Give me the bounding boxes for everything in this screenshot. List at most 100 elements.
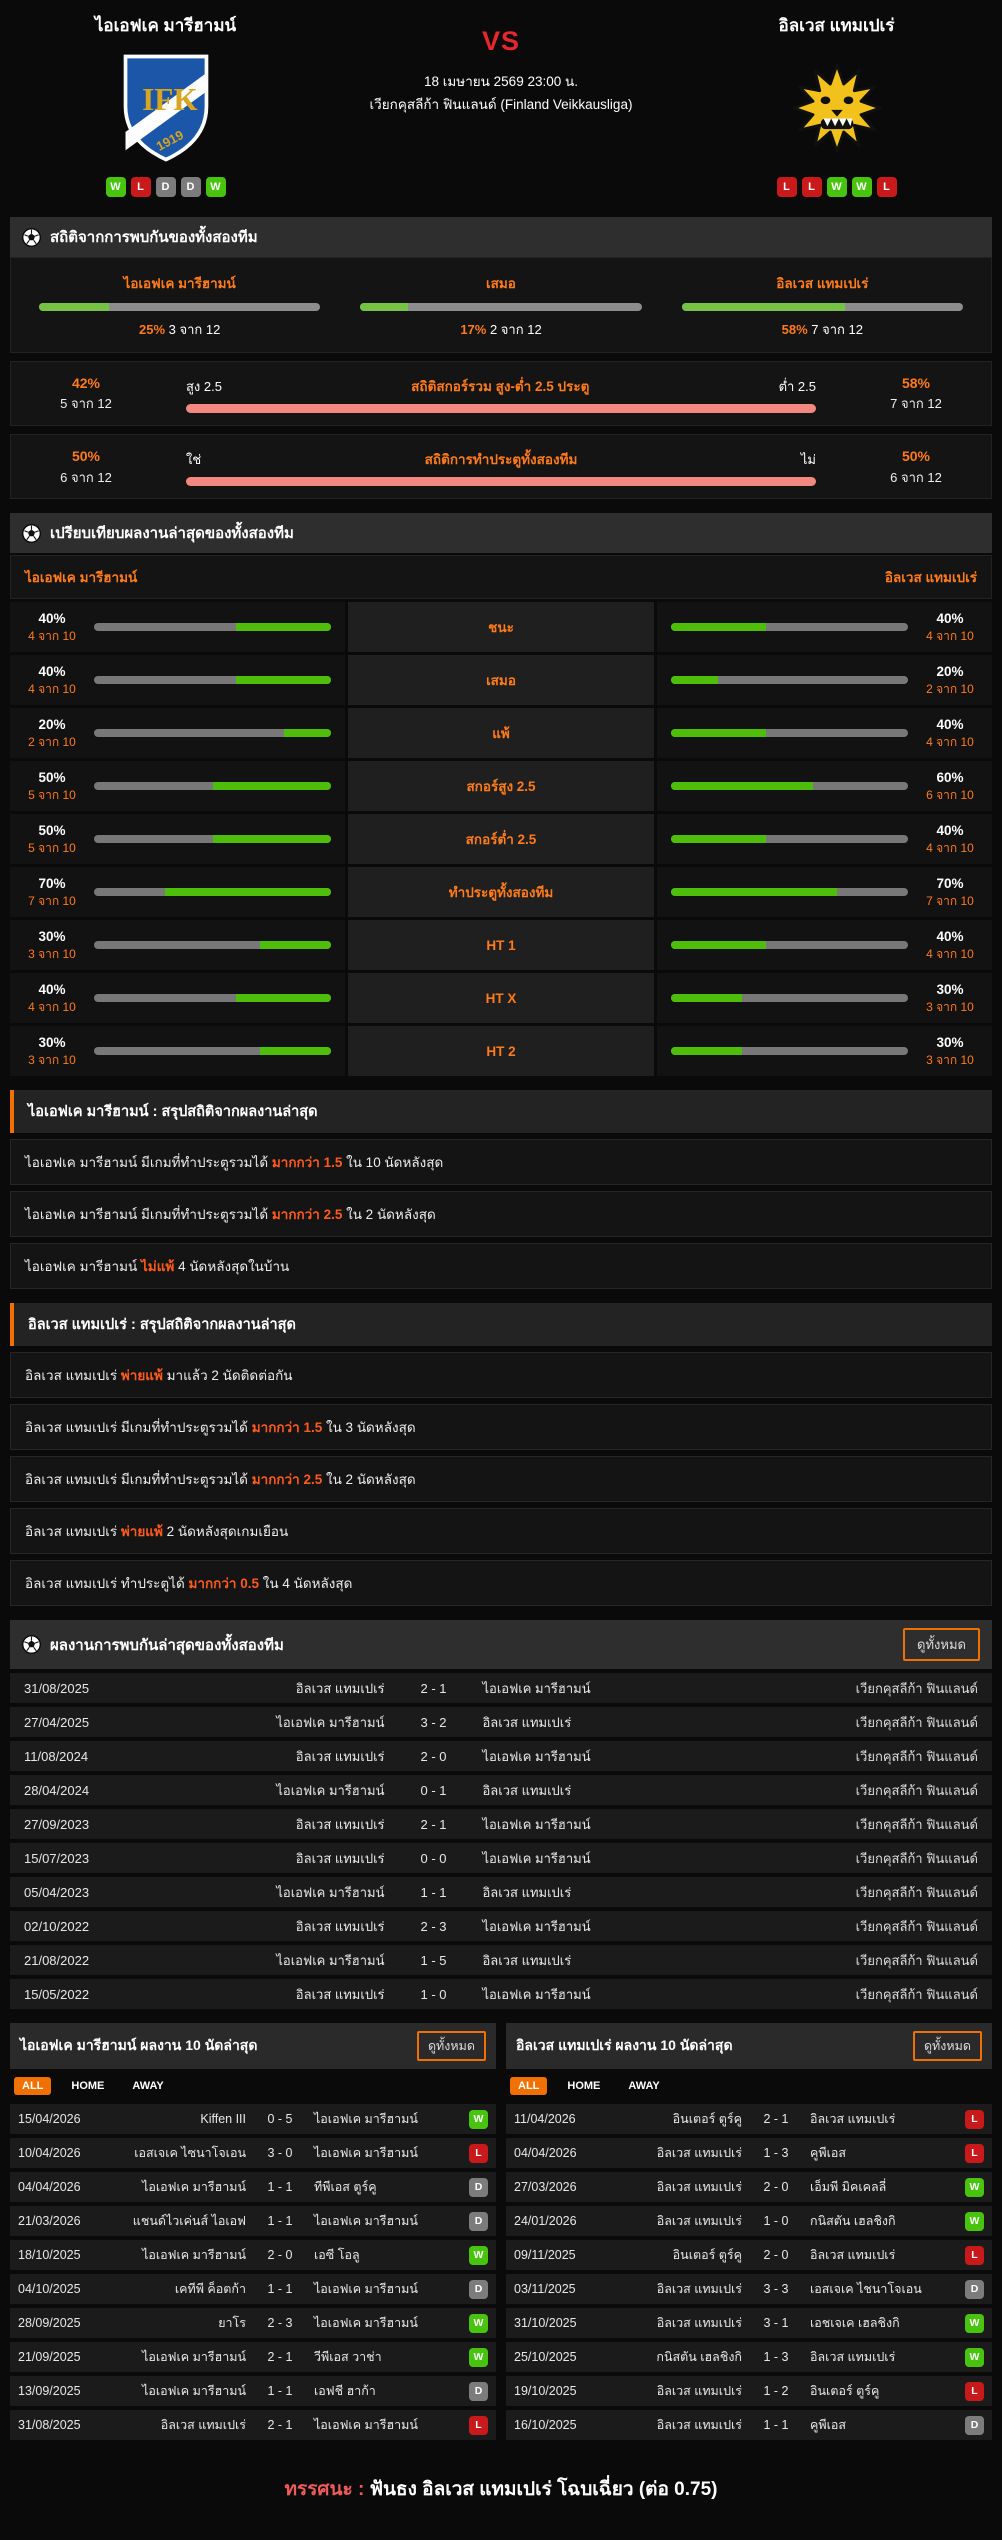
recent-match-row[interactable]: 04/04/2026 ไอเอฟเค มารีฮามน์ 1 - 1 ทีพีเ… xyxy=(10,2172,496,2203)
home-team: อิลเวส แทมเปเร่ xyxy=(295,1816,385,1832)
away-team: อิลเวส แทมเปเร่ xyxy=(482,1714,572,1730)
vs-label: VS xyxy=(481,26,521,56)
recent-match-row[interactable]: 13/09/2025 ไอเอฟเค มารีฮามน์ 1 - 1 เอฟชี… xyxy=(10,2376,496,2407)
match-score: 2 - 0 xyxy=(420,1748,447,1764)
away-team: อิลเวส แทมเปเร่ xyxy=(482,1782,572,1798)
tab-all[interactable]: ALL xyxy=(14,2077,52,2096)
home-team: อิลเวส แทมเปเร่ xyxy=(295,1850,385,1866)
split-bar xyxy=(186,403,816,413)
match-score: 2 - 1 xyxy=(267,2418,293,2433)
recent-match-row[interactable]: 25/10/2025 กนิสตัน เฮลชิงกิ 1 - 3 อิลเวส… xyxy=(506,2342,992,2373)
match-date: 04/10/2025 xyxy=(18,2282,81,2297)
home-panel-tabs: ALL HOME AWAY xyxy=(10,2069,496,2100)
bar-count: 2 จาก 12 xyxy=(489,322,542,337)
match-score: 1 - 3 xyxy=(763,2350,789,2365)
result-badge: L xyxy=(965,2381,984,2401)
match-date: 31/08/2025 xyxy=(18,2418,81,2433)
recent-match-row[interactable]: 21/09/2025 ไอเอฟเค มารีฮามน์ 2 - 1 วีพีเ… xyxy=(10,2342,496,2373)
away-bar xyxy=(671,941,908,950)
tab-all[interactable]: ALL xyxy=(510,2077,548,2096)
away-team: ไอเอฟเค มารีฮามน์ xyxy=(314,2316,418,2331)
recent-match-row[interactable]: 24/01/2026 อิลเวส แทมเปเร่ 1 - 0 กนิสตัน… xyxy=(506,2206,992,2237)
away-team: ไอเอฟเค มารีฮามน์ xyxy=(314,2214,418,2229)
recent-match-row[interactable]: 16/10/2025 อิลเวส แทมเปเร่ 1 - 1 คูพีเอส… xyxy=(506,2410,992,2441)
recent-match-row[interactable]: 04/10/2025 เคทีพี ค็อตก้า 1 - 1 ไอเอฟเค … xyxy=(10,2274,496,2305)
recent-match-row[interactable]: 10/04/2026 เอสเจเค ไซนาโจเอน 3 - 0 ไอเอฟ… xyxy=(10,2138,496,2169)
recent-match-row[interactable]: 31/10/2025 อิลเวส แทมเปเร่ 3 - 1 เอชเจเค… xyxy=(506,2308,992,2339)
match-date: 21/03/2026 xyxy=(18,2214,81,2229)
away-percent: 70% xyxy=(936,876,964,892)
home-bar xyxy=(94,941,331,950)
h2h-result-row[interactable]: 27/09/2023 อิลเวส แทมเปเร่ 2 - 1 ไอเอฟเค… xyxy=(10,1809,992,1840)
away-count: 4 จาก 10 xyxy=(926,947,974,962)
match-score: 1 - 5 xyxy=(420,1952,447,1968)
recent-match-row[interactable]: 27/03/2026 อิลเวส แทมเปเร่ 2 - 0 เอ็มพี … xyxy=(506,2172,992,2203)
highlight-text: มากกว่า 1.5 xyxy=(251,1420,323,1436)
match-league: เวียกคุสลีก้า ฟินแลนด์ (Finland Veikkaus… xyxy=(369,96,633,112)
tab-home[interactable]: HOME xyxy=(567,2080,601,2093)
h2h-result-row[interactable]: 02/10/2022 อิลเวส แทมเปเร่ 2 - 3 ไอเอฟเค… xyxy=(10,1911,992,1942)
recent-match-row[interactable]: 31/08/2025 อิลเวส แทมเปเร่ 2 - 1 ไอเอฟเค… xyxy=(10,2410,496,2441)
home-stat-cell: 40% 4 จาก 10 xyxy=(10,655,345,706)
away-percent: 40% xyxy=(936,929,964,945)
h2h-result-row[interactable]: 31/08/2025 อิลเวส แทมเปเร่ 2 - 1 ไอเอฟเค… xyxy=(10,1673,992,1704)
away-stat-cell: 30% 3 จาก 10 xyxy=(657,1026,992,1077)
away-stat-cell: 40% 4 จาก 10 xyxy=(657,814,992,865)
h2h-result-row[interactable]: 27/04/2025 ไอเอฟเค มารีฮามน์ 3 - 2 อิลเว… xyxy=(10,1707,992,1738)
away-team: คูพีเอส xyxy=(810,2146,847,2161)
match-score: 3 - 1 xyxy=(763,2316,789,2331)
tab-away[interactable]: AWAY xyxy=(132,2080,164,2093)
comparison-row: 30% 3 จาก 10 HT 1 40% 4 จาก 10 xyxy=(10,920,992,971)
home-count: 5 จาก 10 xyxy=(28,788,76,803)
h2h-result-row[interactable]: 15/07/2023 อิลเวส แทมเปเร่ 0 - 0 ไอเอฟเค… xyxy=(10,1843,992,1874)
comparison-row: 40% 4 จาก 10 เสมอ 20% 2 จาก 10 xyxy=(10,655,992,706)
match-date: 18/10/2025 xyxy=(18,2248,81,2263)
recent-match-row[interactable]: 09/11/2025 อินเตอร์ ตูร์คู 2 - 0 อิลเวส … xyxy=(506,2240,992,2271)
view-all-button[interactable]: ดูทั้งหมด xyxy=(416,2031,486,2062)
highlight-text: มากกว่า 2.5 xyxy=(251,1472,323,1488)
match-date: 21/08/2022 xyxy=(24,1952,90,1968)
home-stat-cell: 30% 3 จาก 10 xyxy=(10,920,345,971)
view-all-button[interactable]: ดูทั้งหมด xyxy=(912,2031,982,2062)
tab-home[interactable]: HOME xyxy=(71,2080,105,2093)
home-team: อิลเวส แทมเปเร่ xyxy=(656,2146,742,2161)
away-team: ไอเอฟเค มารีฮามน์ xyxy=(482,1816,591,1832)
home-team: อิลเวส แทมเปเร่ xyxy=(656,2282,742,2297)
home-team: ไอเอฟเค มารีฮามน์ xyxy=(142,2248,246,2263)
home-bar xyxy=(94,676,331,685)
recent-match-row[interactable]: 19/10/2025 อิลเวส แทมเปเร่ 1 - 2 อินเตอร… xyxy=(506,2376,992,2407)
view-all-button[interactable]: ดูทั้งหมด xyxy=(903,1628,980,1662)
home-bar xyxy=(94,994,331,1003)
recent-match-row[interactable]: 28/09/2025 ยาโร 2 - 3 ไอเอฟเค มารีฮามน์ … xyxy=(10,2308,496,2339)
recent-match-row[interactable]: 11/04/2026 อินเตอร์ ตูร์คู 2 - 1 อิลเวส … xyxy=(506,2104,992,2135)
recent-match-row[interactable]: 21/03/2026 แชนด์ไวเค่นส์ ไอเอฟ 1 - 1 ไอเ… xyxy=(10,2206,496,2237)
panel-title: ไอเอฟเค มารีฮามน์ ผลงาน 10 นัดล่าสุด xyxy=(20,2037,258,2054)
comparison-header: เปรียบเทียบผลงานล่าสุดของทั้งสองทีม xyxy=(10,513,992,554)
match-score: 2 - 1 xyxy=(420,1816,447,1832)
recent-match-row[interactable]: 18/10/2025 ไอเอฟเค มารีฮามน์ 2 - 0 เอซี … xyxy=(10,2240,496,2271)
recent-match-row[interactable]: 15/04/2026 Kiffen III 0 - 5 ไอเอฟเค มารี… xyxy=(10,2104,496,2135)
recent-match-row[interactable]: 04/04/2026 อิลเวส แทมเปเร่ 1 - 3 คูพีเอส… xyxy=(506,2138,992,2169)
recent-match-row[interactable]: 03/11/2025 อิลเวส แทมเปเร่ 3 - 3 เอสเจเค… xyxy=(506,2274,992,2305)
comparison-row: 20% 2 จาก 10 แพ้ 40% 4 จาก 10 xyxy=(10,708,992,759)
home-count: 4 จาก 10 xyxy=(28,1000,76,1015)
result-badge: L xyxy=(965,2245,984,2265)
h2h-result-row[interactable]: 28/04/2024 ไอเอฟเค มารีฮามน์ 0 - 1 อิลเว… xyxy=(10,1775,992,1806)
h2h-result-row[interactable]: 21/08/2022 ไอเอฟเค มารีฮามน์ 1 - 5 อิลเว… xyxy=(10,1945,992,1976)
bar-label: เสมอ xyxy=(486,276,516,291)
away-stat-cell: 40% 4 จาก 10 xyxy=(657,708,992,759)
h2h-result-row[interactable]: 15/05/2022 อิลเวส แทมเปเร่ 1 - 0 ไอเอฟเค… xyxy=(10,1979,992,2010)
h2h-result-row[interactable]: 11/08/2024 อิลเวส แทมเปเร่ 2 - 0 ไอเอฟเค… xyxy=(10,1741,992,1772)
h2h-result-row[interactable]: 05/04/2023 ไอเอฟเค มารีฮามน์ 1 - 1 อิลเว… xyxy=(10,1877,992,1908)
stat-label: ชนะ xyxy=(348,602,654,653)
match-score: 3 - 2 xyxy=(420,1714,447,1730)
tab-away[interactable]: AWAY xyxy=(628,2080,660,2093)
progress-bar xyxy=(360,303,642,311)
home-stat-cell: 50% 5 จาก 10 xyxy=(10,814,345,865)
stat-label: HT X xyxy=(348,973,654,1024)
home-percent: 70% xyxy=(38,876,66,892)
match-league: เวียกคุสลีก้า ฟินแลนด์ xyxy=(855,1714,978,1730)
away-bar xyxy=(671,888,908,897)
result-badge: D xyxy=(965,2415,984,2435)
away-summary-lines: อิลเวส แทมเปเร่ พ่ายแพ้ มาแล้ว 2 นัดติดต… xyxy=(10,1352,992,1607)
